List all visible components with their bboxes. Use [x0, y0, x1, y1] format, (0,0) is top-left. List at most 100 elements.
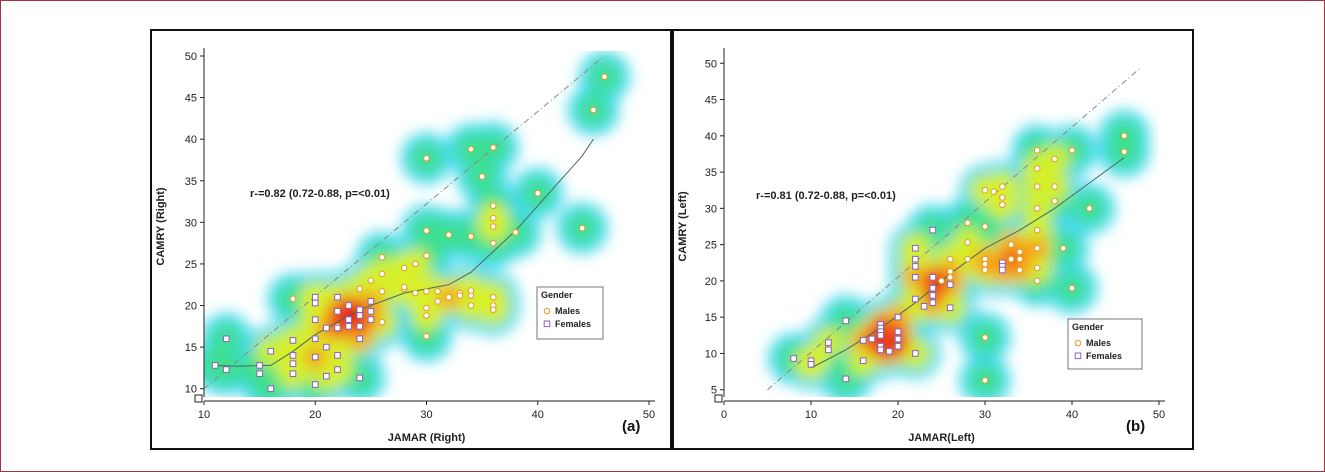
male-point — [489, 239, 497, 247]
female-point — [929, 299, 937, 306]
female-point — [946, 304, 954, 312]
female-point — [345, 302, 352, 309]
male-point — [434, 288, 441, 295]
female-point — [356, 374, 364, 382]
y-tick-label: 10 — [185, 384, 197, 396]
legend-title: Gender — [1072, 322, 1104, 332]
female-point — [311, 316, 319, 323]
male-point — [289, 295, 297, 303]
female-point — [929, 284, 937, 292]
y-tick-label: 50 — [705, 58, 717, 70]
female-point — [894, 342, 902, 350]
legend-male-marker — [543, 307, 551, 315]
male-point — [981, 334, 989, 341]
female-point — [894, 328, 902, 336]
x-tick-label: 10 — [198, 409, 210, 421]
male-point — [938, 277, 945, 285]
male-point — [378, 318, 386, 326]
legend-male-marker — [1074, 339, 1082, 347]
panel-a: 10 15 20 25 30 35 40 45 50 10 20 30 40 50 JAMAR (Right… — [150, 29, 672, 450]
male-point — [489, 202, 497, 210]
female-point — [367, 298, 375, 305]
male-point — [1051, 183, 1058, 190]
female-point — [311, 293, 319, 301]
x-tick-label: 50 — [1153, 409, 1165, 421]
female-point — [289, 370, 297, 378]
correlation-annotation: r-=0.81 (0.72-0.88, p=<0.01) — [756, 190, 896, 202]
chart-b: 5 10 15 20 25 30 35 40 45 50 0 10 20 30 40 50 JAMAR(Left… — [677, 48, 1165, 444]
y-axis-title: CAMRY (Left) — [677, 191, 689, 262]
panel-label: (b) — [1126, 418, 1145, 435]
female-point — [929, 226, 937, 234]
female-point — [894, 335, 902, 343]
panel-label: (a) — [622, 418, 640, 435]
female-point — [222, 335, 230, 343]
male-point — [456, 292, 464, 299]
female-point — [868, 335, 876, 343]
series-males — [289, 73, 608, 340]
male-point — [423, 332, 430, 340]
male-point — [1051, 197, 1058, 205]
x-tick-label: 30 — [979, 409, 991, 421]
male-point — [964, 219, 971, 227]
male-point — [946, 268, 954, 275]
female-point — [894, 313, 902, 321]
series-females — [790, 226, 1006, 383]
male-point — [999, 201, 1006, 209]
identity-line — [203, 55, 605, 390]
male-point — [489, 214, 497, 222]
male-point — [445, 293, 453, 301]
y-tick-label: 15 — [185, 342, 197, 354]
male-point — [1068, 284, 1076, 292]
y-tick-label: 45 — [185, 93, 197, 105]
female-point — [807, 361, 815, 368]
y-tick-label: 30 — [705, 203, 717, 215]
legend-label-males: Males — [1086, 338, 1111, 348]
identity-line — [767, 66, 1142, 391]
female-point — [842, 375, 850, 383]
y-tick-label: 25 — [185, 259, 197, 271]
female-point — [912, 295, 919, 303]
male-point — [1068, 147, 1076, 154]
legend-label-females: Females — [555, 319, 591, 329]
male-point — [423, 312, 430, 319]
female-point — [920, 303, 928, 310]
axis-corner-box — [194, 394, 203, 403]
female-point — [334, 293, 341, 301]
male-point — [946, 273, 954, 281]
x-tick-label: 50 — [643, 409, 655, 421]
female-point — [356, 323, 364, 330]
male-point — [467, 302, 475, 309]
male-point — [964, 255, 971, 263]
female-point — [211, 362, 219, 369]
male-point — [1033, 147, 1041, 154]
y-tick-label: 35 — [185, 176, 197, 188]
legend-female-marker — [1074, 352, 1082, 360]
x-tick-label: 40 — [1066, 409, 1078, 421]
female-point — [267, 385, 275, 392]
female-point — [256, 362, 263, 369]
panel-b: 5 10 15 20 25 30 35 40 45 50 0 10 20 30 40 50 JAMAR(Left… — [672, 29, 1194, 450]
female-point — [345, 316, 352, 323]
female-point — [323, 372, 330, 380]
female-point — [323, 324, 330, 332]
x-tick-label: 10 — [805, 409, 817, 421]
female-point — [345, 323, 352, 330]
female-point — [859, 357, 867, 365]
male-point — [999, 194, 1006, 201]
male-point — [1051, 155, 1058, 163]
female-point — [825, 339, 832, 346]
y-axis-title: CAMRY (Right) — [155, 187, 167, 266]
x-tick-label: 40 — [532, 409, 544, 421]
male-point — [489, 144, 497, 151]
male-point — [367, 277, 375, 284]
male-point — [378, 253, 386, 261]
male-point — [423, 252, 430, 259]
female-point — [311, 381, 319, 388]
x-tick-label: 20 — [892, 409, 904, 421]
male-point — [578, 224, 586, 232]
female-point — [367, 308, 375, 315]
y-tick-label: 35 — [705, 167, 717, 179]
male-point — [946, 255, 954, 263]
female-point — [929, 292, 937, 299]
